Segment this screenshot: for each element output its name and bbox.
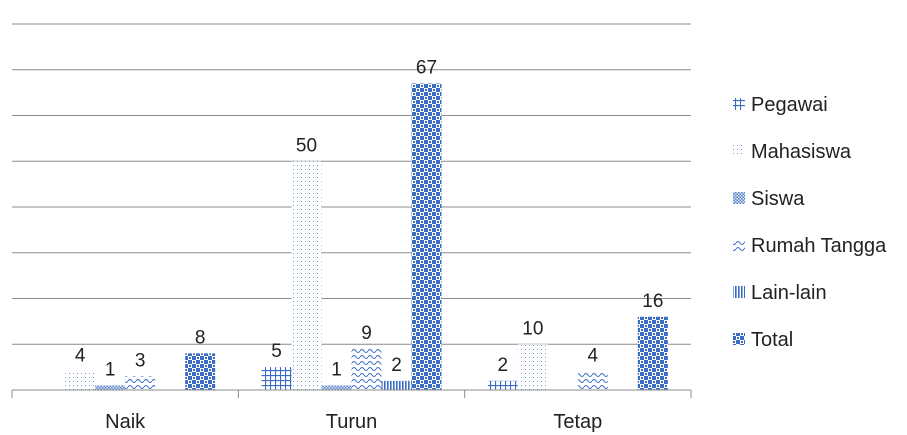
legend-swatch [733, 145, 745, 157]
legend-label: Mahasiswa [751, 141, 852, 163]
legend-item-lain-lain: Lain-lain [733, 282, 827, 304]
legend-item-rumah-tangga: Rumah Tangga [733, 235, 887, 257]
bar-pegawai-tetap [487, 380, 518, 390]
x-axis: Naik Turun Tetap [11, 389, 692, 433]
legend-swatch [733, 239, 745, 251]
data-label: 67 [416, 57, 437, 78]
bar-rumah-tangga-naik [125, 376, 156, 390]
data-label: 4 [588, 346, 599, 367]
data-label: 2 [498, 355, 509, 376]
gridlines [12, 23, 691, 345]
legend-label: Siswa [751, 188, 805, 210]
bar-pegawai-turun [261, 367, 292, 390]
data-label: 1 [331, 359, 342, 380]
data-label: 8 [195, 327, 206, 348]
legend-item-mahasiswa: Mahasiswa [733, 141, 852, 163]
legend-swatch [733, 333, 745, 345]
legend-item-total: Total [733, 329, 793, 351]
bar-total-naik [185, 353, 216, 390]
bar-mahasiswa-turun [291, 161, 322, 390]
bar-siswa-turun [321, 385, 352, 390]
legend-label: Rumah Tangga [751, 235, 887, 257]
data-label: 1 [105, 359, 116, 380]
bars [65, 83, 668, 390]
bar-rumah-tangga-tetap [577, 371, 608, 390]
x-tick-label: Naik [105, 411, 146, 433]
bar-mahasiswa-naik [65, 371, 96, 390]
x-tick-label: Tetap [553, 411, 602, 433]
legend-label: Total [751, 329, 793, 351]
data-label: 2 [391, 355, 402, 376]
x-tick-label: Turun [326, 411, 378, 433]
data-label: 4 [75, 346, 86, 367]
bar-siswa-naik [95, 385, 126, 390]
legend-item-siswa: Siswa [733, 188, 805, 210]
legend-swatch [733, 192, 745, 204]
data-label: 16 [642, 291, 663, 312]
legend-label: Lain-lain [751, 282, 827, 304]
legend-item-pegawai: Pegawai [733, 94, 828, 116]
bar-rumah-tangga-turun [351, 348, 382, 390]
bar-lain-lain-turun [381, 380, 412, 390]
data-label: 5 [271, 341, 282, 362]
data-label: 50 [296, 135, 317, 156]
legend: Pegawai Mahasiswa Siswa Rumah Tangga Lain-la… [733, 94, 887, 351]
data-label: 9 [361, 323, 372, 344]
data-label: 10 [522, 318, 543, 339]
legend-label: Pegawai [751, 94, 828, 116]
bar-total-tetap [637, 316, 668, 390]
bar-total-turun [411, 83, 442, 390]
data-label: 3 [135, 350, 146, 371]
legend-swatch [733, 98, 745, 110]
bar-mahasiswa-tetap [517, 344, 548, 390]
legend-swatch [733, 286, 745, 298]
